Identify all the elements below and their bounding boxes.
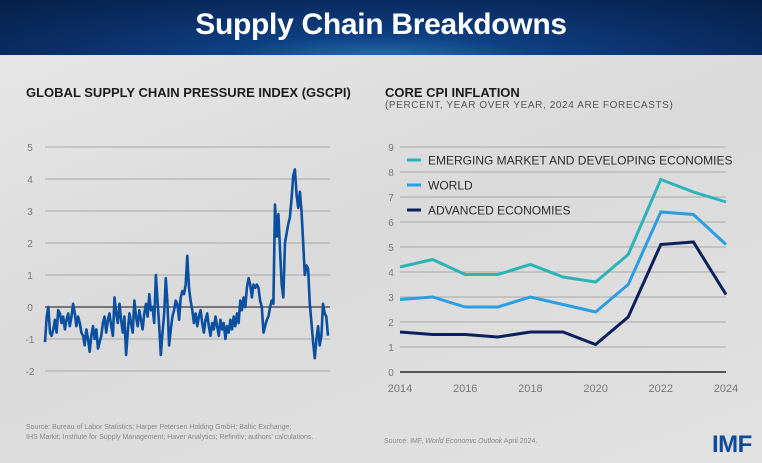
cpi-series	[399, 177, 728, 347]
cpi-y-tick-label: 6	[388, 218, 394, 229]
cpi-grid	[400, 146, 726, 373]
cpi-y-tick-label: 0	[388, 368, 394, 379]
page-title: Supply Chain Breakdowns	[195, 8, 567, 41]
gscpi-y-tick-label: -2	[26, 367, 35, 378]
gscpi-chart-title: GLOBAL SUPPLY CHAIN PRESSURE INDEX (GSCP…	[26, 85, 351, 100]
imf-logo: IMF	[712, 431, 752, 458]
title-banner: Supply Chain Breakdowns	[0, 0, 762, 55]
cpi-y-tick-label: 5	[388, 243, 394, 254]
cpi-y-tick-label: 9	[388, 143, 394, 154]
gscpi-source: Source: Bureau of Labor Statistics; Harp…	[26, 423, 313, 443]
gscpi-y-tick-label: -1	[26, 335, 35, 346]
world-line	[399, 210, 728, 314]
cpi-chart-title: CORE CPI INFLATION	[385, 85, 520, 100]
cpi-x-tick-label: 2024	[714, 383, 738, 395]
gscpi-y-tick-label: 4	[27, 175, 33, 186]
gscpi-y-tick-label: 1	[27, 271, 33, 282]
advanced-economies-line	[399, 240, 728, 347]
cpi-x-tick-label: 2018	[518, 383, 542, 395]
cpi-x-tick-label: 2022	[649, 383, 673, 395]
content-panel	[0, 55, 762, 463]
legend-world-label: WORLD	[428, 179, 473, 193]
gscpi-y-tick-label: 3	[27, 207, 33, 218]
cpi-x-ticks: 2014 2016 2018 2020 2022 2024	[388, 383, 738, 395]
gscpi-series	[43, 168, 330, 360]
cpi-chart-subtitle: (PERCENT, YEAR OVER YEAR, 2024 ARE FOREC…	[385, 100, 674, 111]
gscpi-line	[43, 168, 330, 360]
emde-line	[399, 177, 727, 284]
legend-emde-label: EMERGING MARKET AND DEVELOPING ECONOMIES	[428, 154, 733, 168]
cpi-source-prefix: Source: IMF,	[384, 438, 426, 445]
cpi-y-ticks: 9 8 7 6 5 4 3 2 1 0	[388, 143, 394, 379]
gscpi-y-ticks: 5 4 3 2 1 0 -1 -2	[26, 143, 35, 378]
cpi-y-tick-label: 1	[388, 343, 394, 354]
gscpi-y-tick-label: 5	[27, 143, 33, 154]
cpi-x-tick-label: 2016	[453, 383, 477, 395]
cpi-y-tick-label: 3	[388, 293, 394, 304]
cpi-y-tick-label: 2	[388, 318, 394, 329]
cpi-source: Source: IMF, World Economic Outlook Apri…	[384, 437, 537, 447]
gscpi-source-line-1: Source: Bureau of Labor Statistics; Harp…	[26, 424, 292, 431]
gscpi-y-tick-label: 2	[27, 239, 33, 250]
cpi-x-tick-label: 2020	[583, 383, 607, 395]
gscpi-y-tick-label: 0	[27, 303, 33, 314]
legend-advanced-economies-label: ADVANCED ECONOMIES	[428, 204, 570, 218]
cpi-source-publication: World Economic Outlook	[425, 438, 503, 445]
cpi-x-tick-label: 2014	[388, 383, 412, 395]
cpi-y-tick-label: 7	[388, 193, 394, 204]
cpi-legend: EMERGING MARKET AND DEVELOPING ECONOMIES…	[407, 154, 733, 218]
cpi-y-tick-label: 4	[388, 268, 394, 279]
cpi-y-tick-label: 8	[388, 168, 394, 179]
cpi-source-suffix: April 2024.	[502, 438, 538, 445]
gscpi-source-line-2: IHS Markit; Institute for Supply Managem…	[26, 434, 314, 441]
